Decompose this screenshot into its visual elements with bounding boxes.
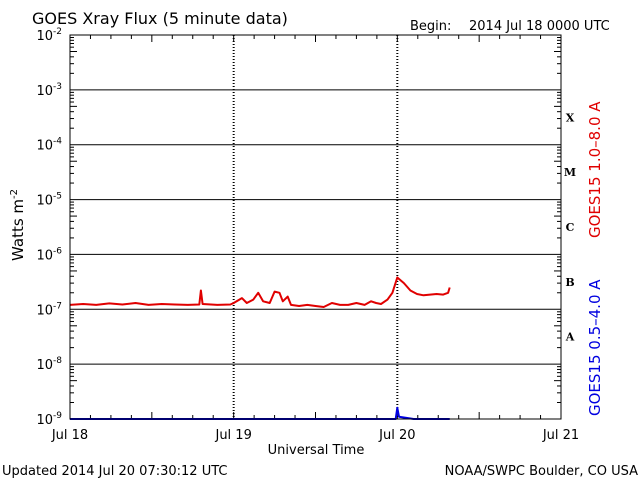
y-tick-label: 10-5	[36, 192, 62, 209]
y-tick-label-exponent: -2	[53, 27, 62, 37]
y-tick-label-exponent: -3	[53, 82, 62, 92]
flare-class-c: C	[566, 221, 575, 234]
begin-value: 2014 Jul 18 0000 UTC	[469, 19, 610, 34]
begin-label: Begin:	[410, 19, 451, 34]
legend-series-short: GOES15 0.5–4.0 A	[586, 279, 604, 416]
y-tick-label-base: 10	[36, 194, 53, 209]
y-tick-label-exponent: -8	[53, 356, 62, 366]
y-tick-labels: 10-210-310-410-510-610-710-810-9	[36, 27, 62, 428]
series-line-short	[70, 406, 450, 420]
y-tick-label-base: 10	[36, 303, 53, 318]
y-axis-label-exponent: -2	[9, 189, 20, 199]
flare-class-a: A	[565, 331, 575, 344]
grid-lines	[70, 35, 561, 419]
y-axis-label-text: Watts m	[9, 199, 27, 261]
x-tick-label: Jul 18	[51, 428, 88, 443]
y-tick-label-exponent: -7	[53, 301, 62, 311]
plot-frame	[69, 34, 562, 420]
y-tick-label-base: 10	[36, 248, 53, 263]
x-tick-labels: Jul 18 Jul 19 Jul 20 Jul 21	[51, 428, 579, 443]
y-tick-label-exponent: -6	[53, 246, 62, 256]
series-lines	[69, 276, 451, 420]
y-tick-label: 10-4	[36, 137, 62, 154]
legend-series-long: GOES15 1.0–8.0 A	[586, 101, 604, 238]
x-tick-label: Jul 20	[378, 428, 415, 443]
chart-title: GOES Xray Flux (5 minute data)	[32, 9, 288, 28]
y-tick-label: 10-9	[36, 411, 62, 428]
y-tick-label-base: 10	[36, 84, 53, 99]
axis-ticks	[69, 35, 562, 419]
flare-class-labels: X M C B A	[564, 111, 576, 343]
y-tick-label-base: 10	[36, 139, 53, 154]
flare-class-x: X	[566, 111, 575, 124]
x-axis-label: Universal Time	[268, 443, 365, 458]
y-tick-label-base: 10	[36, 358, 53, 373]
y-axis-label: Watts m-2	[9, 189, 27, 261]
y-tick-label-base: 10	[36, 29, 53, 44]
flare-class-m: M	[564, 166, 576, 179]
y-tick-label: 10-6	[36, 246, 62, 263]
y-tick-label-exponent: -9	[53, 411, 62, 421]
y-tick-label: 10-8	[36, 356, 62, 373]
x-tick-label: Jul 21	[542, 428, 579, 443]
y-tick-label-exponent: -5	[53, 192, 62, 202]
flare-class-b: B	[565, 276, 574, 289]
y-tick-label: 10-3	[36, 82, 62, 99]
y-tick-label: 10-2	[36, 27, 62, 44]
updated-timestamp: Updated 2014 Jul 20 07:30:12 UTC	[2, 464, 227, 479]
y-tick-label-base: 10	[36, 413, 53, 428]
y-tick-label-exponent: -4	[53, 137, 62, 147]
x-tick-label: Jul 19	[214, 428, 251, 443]
source-credit: NOAA/SWPC Boulder, CO USA	[445, 464, 638, 479]
series-line-long	[69, 276, 451, 308]
y-tick-label: 10-7	[36, 301, 62, 318]
